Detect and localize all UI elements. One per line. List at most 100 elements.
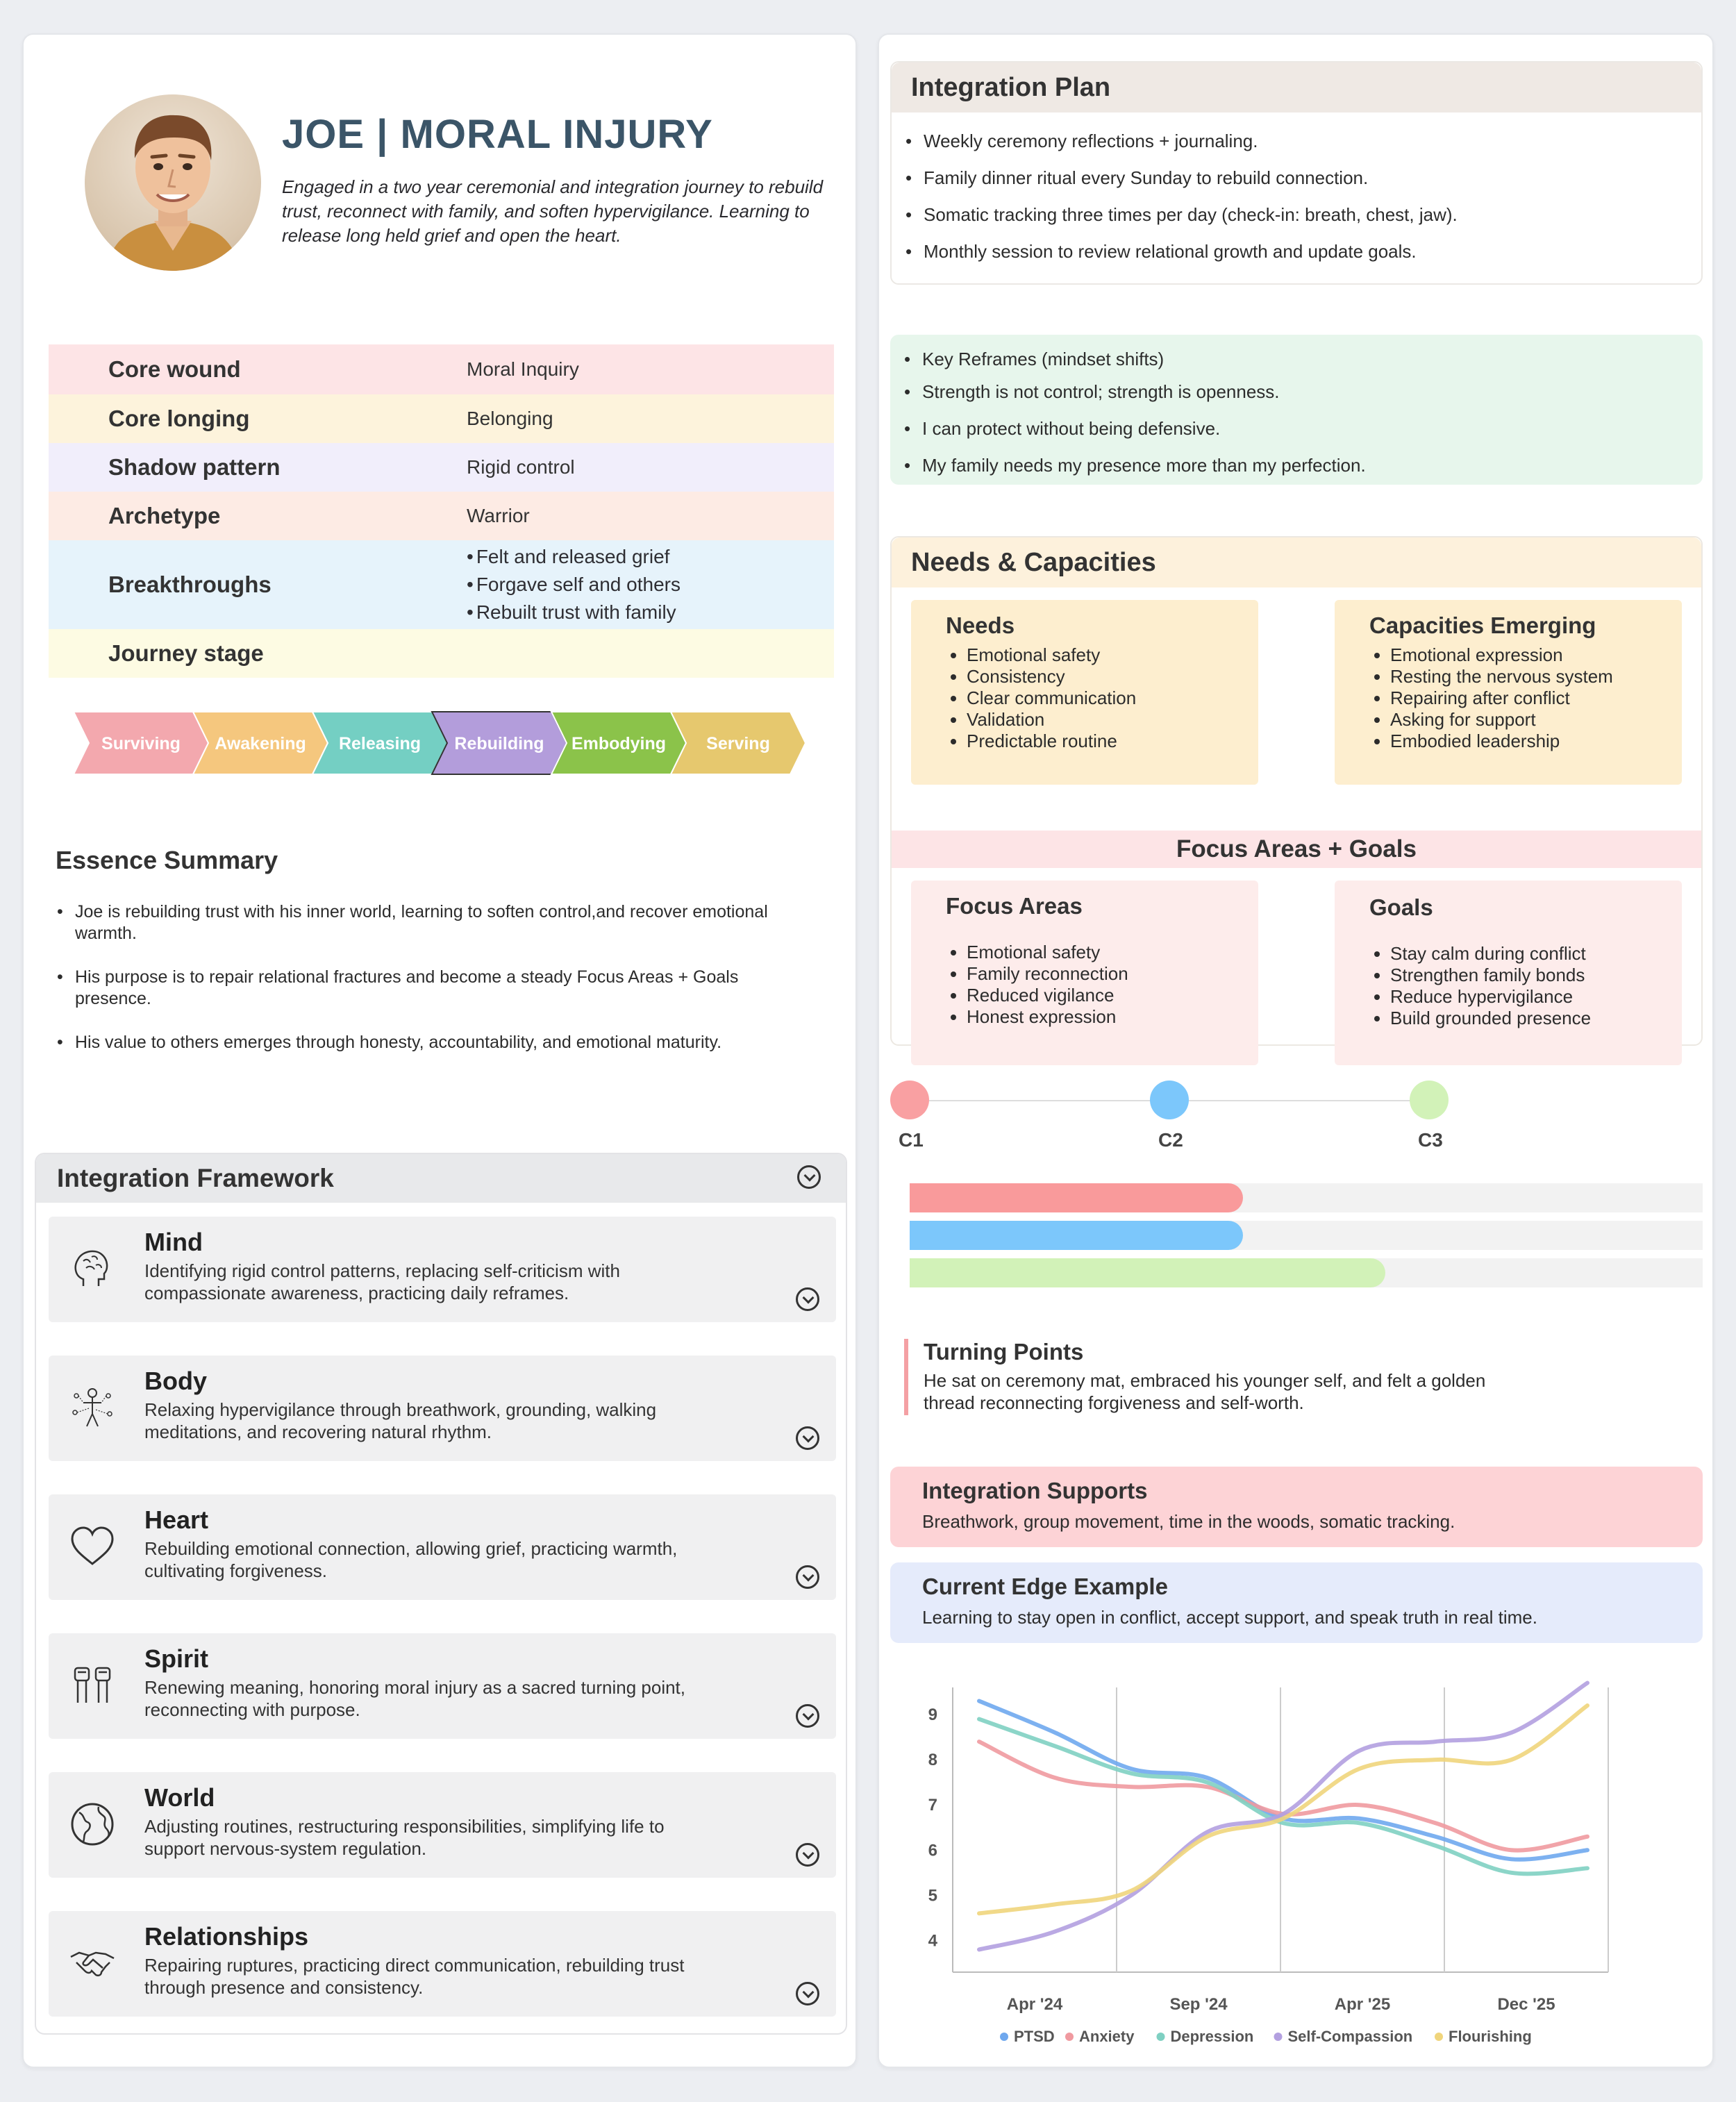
stage-awakening[interactable]: Awakening [192,711,329,775]
framework-card-mind[interactable]: Mind Identifying rigid control patterns,… [49,1217,836,1322]
framework-card-body[interactable]: Body Relaxing hypervigilance through bre… [49,1356,836,1461]
profile-row-shadow-pattern: Shadow pattern Rigid control [49,443,834,492]
framework-card-relationships[interactable]: Relationships Repairing ruptures, practi… [49,1911,836,2017]
needs-capacities-box: Needs & Capacities Needs Emotional safet… [890,536,1703,1065]
row-label: Archetype [108,503,221,528]
stage-label: Rebuilding [454,734,544,753]
integration-framework: Integration Framework Mind Identifying r… [35,1153,847,2035]
timeline-node-c1[interactable] [890,1081,929,1119]
legend-label: PTSD [1014,2028,1055,2045]
card-description: Identifying rigid control patterns, repl… [144,1260,620,1303]
progress-bar-c2 [910,1221,1243,1250]
stage-embodying[interactable]: Embodying [550,711,687,775]
series-line-flourishing [977,1703,1589,1916]
avatar [85,94,261,271]
key-reframes-box: Key Reframes (mindset shifts) Strength i… [890,335,1703,485]
row-value: Rigid control [467,456,575,478]
focus-item: Emotional safety [967,942,1128,963]
reframe-heading: Key Reframes (mindset shifts) [903,349,1680,370]
timeline-label: C3 [1418,1129,1443,1151]
framework-card-world[interactable]: World Adjusting routines, restructuring … [49,1772,836,1878]
y-tick-label: 9 [928,1705,937,1724]
goals-card: Goals Stay calm during conflict Strength… [1335,881,1682,1065]
essence-item: His purpose is to repair relational frac… [56,967,806,1010]
row-label: Shadow pattern [108,454,281,480]
card-description: Relaxing hypervigilance through breathwo… [144,1399,657,1442]
stage-surviving[interactable]: Surviving [74,711,210,775]
plan-item: Somatic tracking three times per day (ch… [904,204,1682,226]
timeline-label: C2 [1158,1129,1183,1151]
profile-panel: JOE | MORAL INJURY Engaged in a two year… [22,33,857,2068]
chevron-down-icon[interactable] [796,1704,819,1728]
framework-header[interactable]: Integration Framework [36,1154,846,1203]
essence-item: His value to others emerges through hone… [56,1032,806,1053]
timeline-node-c3[interactable] [1410,1081,1449,1119]
capacity-item: Embodied leadership [1390,731,1613,752]
plan-item: Family dinner ritual every Sunday to reb… [904,167,1682,189]
raised-fists-icon [74,1667,111,1703]
profile-row-core-wound: Core wound Moral Inquiry [49,344,834,394]
row-value: Moral Inquiry [467,358,579,380]
page-title: JOE | MORAL INJURY [282,112,713,157]
x-tick-label: Sep '24 [1169,1995,1228,2014]
card-title: Spirit [144,1644,209,1673]
heart-icon [71,1526,114,1565]
stage-releasing[interactable]: Releasing [311,711,449,775]
y-tick-label: 8 [928,1751,937,1769]
legend-dot [1156,2033,1165,2041]
row-value: Belonging [467,408,553,429]
avatar-portrait-icon [106,115,240,271]
legend-dot [1000,2033,1008,2041]
x-tick-label: Apr '24 [1007,1995,1063,2014]
profile-row-archetype: Archetype Warrior [49,492,834,540]
legend-label: Self-Compassion [1288,2028,1413,2045]
ceremony-timeline: C1 C2 C3 [879,1076,1715,1326]
integration-supports-box: Integration Supports Breathwork, group m… [890,1467,1703,1547]
goal-item: Stay calm during conflict [1390,943,1591,965]
card-description: Repairing ruptures, practicing direct co… [144,1955,685,1998]
focus-areas-title: Focus Areas [946,893,1083,919]
stage-label: Awakening [215,734,306,753]
breakthrough-item: Felt and released grief [467,543,681,571]
row-label: Breakthroughs [108,572,272,597]
card-title: Heart [144,1505,209,1534]
framework-card-spirit[interactable]: Spirit Renewing meaning, honoring moral … [49,1633,836,1739]
capacities-title: Capacities Emerging [1369,612,1596,638]
chevron-down-icon[interactable] [797,1165,821,1189]
card-title: Mind [144,1228,203,1256]
row-value: Warrior [467,505,530,526]
chevron-down-icon[interactable] [796,1426,819,1450]
focus-areas-list: Emotional safety Family reconnection Red… [967,942,1128,1028]
profile-row-core-longing: Core longing Belonging [49,394,834,443]
timeline-node-c2[interactable] [1150,1081,1189,1119]
legend-label: Flourishing [1449,2028,1532,2045]
y-tick-label: 7 [928,1796,937,1815]
x-tick-label: Apr '25 [1335,1995,1390,2014]
framework-title: Integration Framework [57,1164,334,1192]
turning-points-accent [904,1339,908,1415]
stage-rebuilding[interactable]: Rebuilding [431,711,568,775]
capacity-item: Repairing after conflict [1390,687,1613,709]
series-line-self-compassion [977,1680,1589,1952]
stage-label: Surviving [101,734,181,753]
framework-card-heart[interactable]: Heart Rebuilding emotional connection, a… [49,1494,836,1600]
needs-capacities-title: Needs & Capacities [911,548,1156,577]
profile-row-journey-stage: Journey stage [49,629,834,678]
integration-plan-list: Weekly ceremony reflections + journaling… [904,131,1682,278]
card-description: Adjusting routines, restructuring respon… [144,1816,665,1859]
goal-item: Reduce hypervigilance [1390,986,1591,1008]
goal-item: Build grounded presence [1390,1008,1591,1029]
focus-item: Family reconnection [967,963,1128,985]
stage-serving[interactable]: Serving [669,711,807,775]
plan-item: Weekly ceremony reflections + journaling… [904,131,1682,152]
reframe-item: Strength is not control; strength is ope… [903,381,1680,403]
chevron-down-icon[interactable] [796,1565,819,1589]
chevron-down-icon[interactable] [796,1843,819,1867]
chevron-down-icon[interactable] [796,1287,819,1311]
y-tick-label: 5 [928,1886,937,1905]
integration-plan-title: Integration Plan [911,73,1111,102]
globe-icon [71,1803,114,1846]
reframes-list: Key Reframes (mindset shifts) Strength i… [903,349,1680,492]
chevron-down-icon[interactable] [796,1982,819,2005]
edge-title: Current Edge Example [922,1574,1168,1599]
